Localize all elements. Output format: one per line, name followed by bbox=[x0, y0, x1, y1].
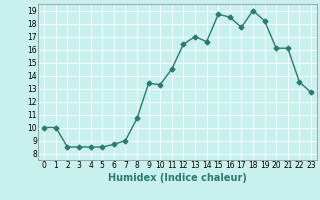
X-axis label: Humidex (Indice chaleur): Humidex (Indice chaleur) bbox=[108, 173, 247, 183]
